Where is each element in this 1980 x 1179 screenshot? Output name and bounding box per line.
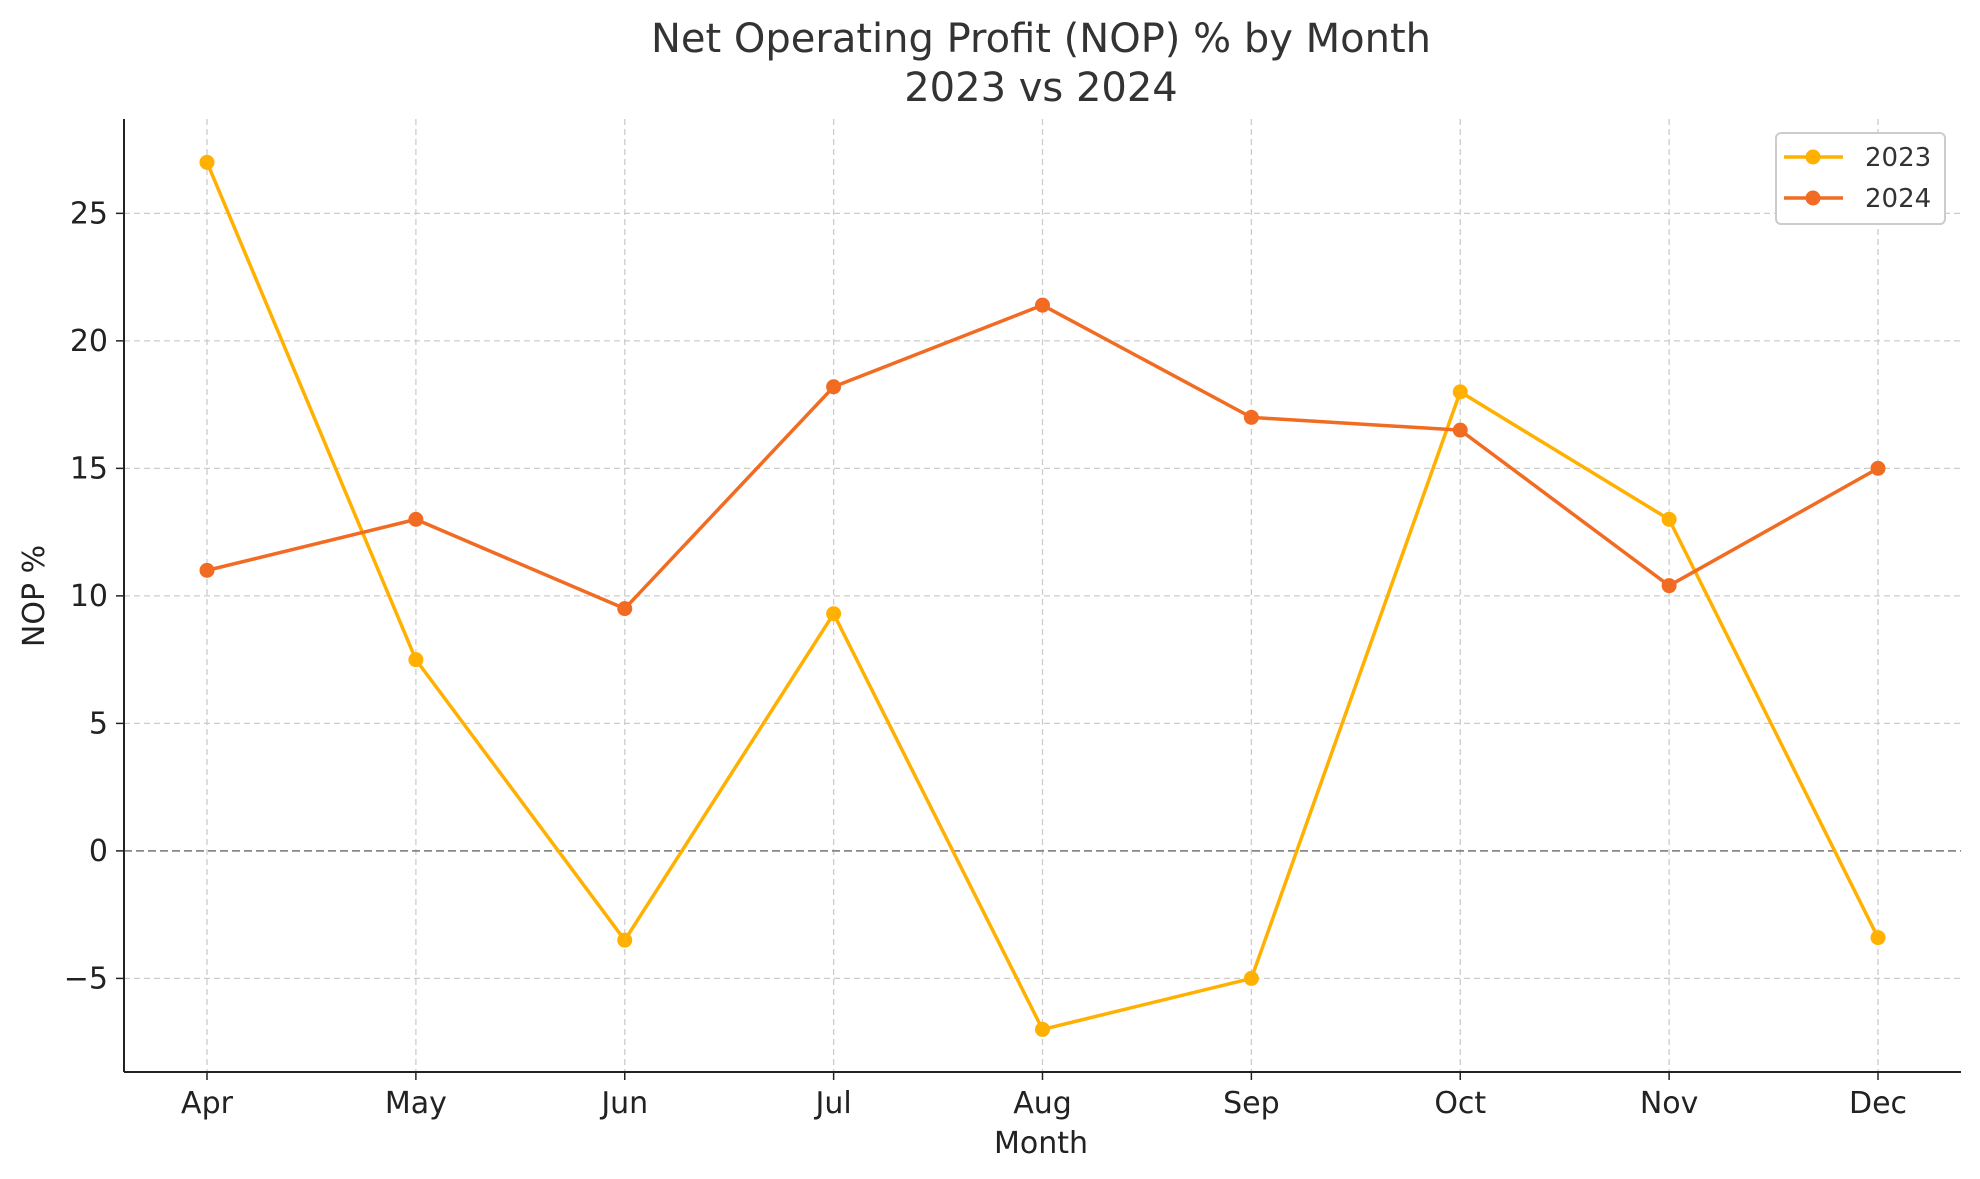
data-point-2023-Oct [1452, 384, 1468, 400]
legend-label-2023: 2023 [1865, 143, 1931, 173]
data-point-2023-Apr [199, 154, 215, 170]
y-tick-label: 10 [70, 579, 108, 614]
chart-subtitle: 2023 vs 2024 [904, 65, 1178, 111]
data-point-2023-Sep [1243, 970, 1259, 986]
data-point-2023-Dec [1870, 930, 1886, 946]
x-tick-label: Nov [1640, 1086, 1699, 1121]
legend: 2023 2024 [1775, 132, 1946, 225]
data-point-2024-Dec [1870, 460, 1886, 476]
data-point-2023-May [408, 652, 424, 668]
data-point-2023-Aug [1035, 1021, 1050, 1037]
x-tick-label: Oct [1434, 1086, 1486, 1121]
data-point-2024-Jun [617, 601, 633, 617]
legend-marker-2024 [1805, 190, 1821, 206]
data-point-2024-Nov [1661, 578, 1677, 594]
data-point-2024-Apr [199, 562, 215, 578]
x-tick-label: Aug [1013, 1086, 1072, 1121]
grid [124, 119, 1961, 1072]
data-point-2023-Jun [617, 932, 633, 948]
data-point-2024-Jul [826, 379, 842, 395]
series-2024 [199, 297, 1886, 617]
y-tick-label: 0 [89, 834, 108, 869]
legend-label-2024: 2024 [1865, 184, 1931, 214]
x-tick-label: Sep [1223, 1086, 1280, 1121]
x-tick-label: May [385, 1086, 447, 1121]
data-point-2024-May [408, 511, 424, 527]
y-axis-label: NOP % [17, 545, 52, 647]
data-point-2023-Jul [826, 606, 842, 622]
y-tick-label: −5 [64, 961, 108, 996]
x-tick-label: Jun [599, 1086, 648, 1121]
legend-marker-2023 [1805, 149, 1821, 165]
y-tick-label: 20 [70, 324, 108, 359]
x-tick-label: Jul [814, 1086, 852, 1121]
y-tick-label: 25 [70, 196, 108, 231]
series-2023 [199, 154, 1886, 1037]
x-tick-label: Apr [181, 1086, 234, 1121]
chart-title: Net Operating Profit (NOP) % by Month [651, 16, 1431, 62]
data-point-2024-Aug [1035, 297, 1050, 313]
axes: Apr May Jun Jul Aug Sep Oct Nov Dec −5 0 5 10 15 20 25 [64, 119, 1961, 1121]
data-point-2024-Oct [1452, 422, 1468, 438]
y-tick-label: 15 [70, 451, 108, 486]
x-tick-label: Dec [1849, 1086, 1907, 1121]
data-point-2024-Sep [1243, 409, 1259, 425]
series-layer [199, 154, 1886, 1037]
y-tick-label: 5 [89, 706, 108, 741]
data-point-2023-Nov [1661, 511, 1677, 527]
x-axis-label: Month [994, 1126, 1088, 1161]
